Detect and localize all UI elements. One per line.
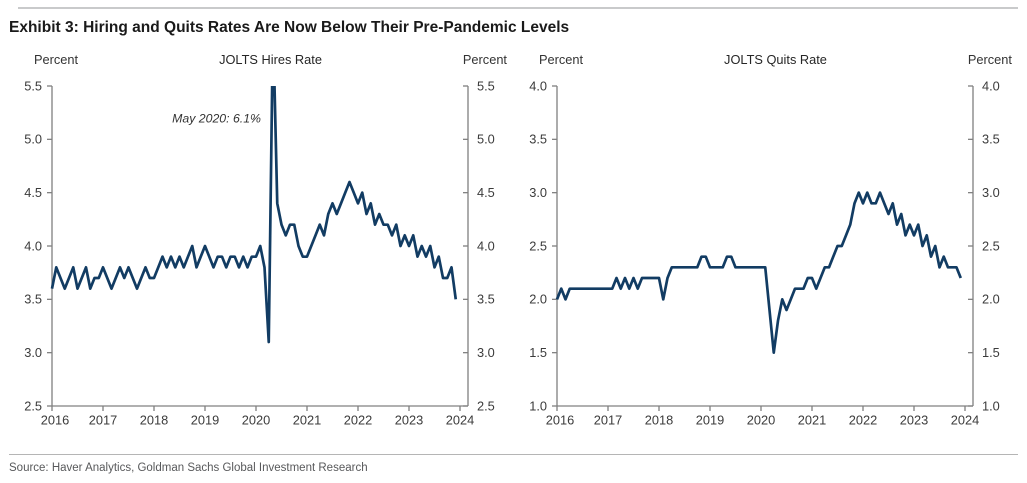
hires-chart-header: Percent JOLTS Hires Rate Percent [12, 52, 509, 74]
bottom-divider [9, 454, 1018, 455]
y-tick-label-left: 3.0 [24, 345, 42, 360]
x-tick-label: 2020 [747, 413, 775, 428]
y-tick-label-right: 1.5 [982, 345, 1000, 360]
x-tick-label: 2017 [594, 413, 622, 428]
hires-right-axis-unit-label: Percent [462, 52, 507, 67]
x-tick-label: 2016 [546, 413, 574, 428]
source-note: Source: Haver Analytics, Goldman Sachs G… [9, 462, 368, 474]
x-tick-label: 2016 [41, 413, 69, 428]
hires-rate-plot: 2.5 2.5 3.0 3.0 3.5 3.5 4.0 4.0 4.5 4.5 5.0 5.0 5.5 5… [24, 78, 495, 428]
x-tick-label: 2020 [242, 413, 270, 428]
y-tick-label-right: 3.5 [477, 292, 495, 307]
hires-chart-title: JOLTS Hires Rate [219, 52, 322, 67]
quits-right-axis-unit-label: Percent [967, 52, 1012, 67]
x-tick-label: 2023 [900, 413, 928, 428]
quits-rate-chart: Percent JOLTS Quits Rate Percent 1.0 1.0 1… [517, 52, 1014, 430]
quits-chart-header: Percent JOLTS Quits Rate Percent [517, 52, 1014, 74]
x-tick-label: 2024 [446, 413, 474, 428]
hires-rate-chart: Percent JOLTS Hires Rate Percent 2.5 2.5 3… [12, 52, 509, 430]
peak-annotation: May 2020: 6.1% [172, 111, 261, 125]
y-tick-label-right: 4.0 [477, 238, 495, 253]
y-tick-label-left: 4.5 [24, 185, 42, 200]
y-tick-label-left: 3.0 [529, 185, 547, 200]
y-tick-label-right: 5.5 [477, 78, 495, 93]
y-tick-label-left: 5.5 [24, 78, 42, 93]
data-line-hires [50, 86, 458, 344]
y-tick-label-left: 1.5 [529, 345, 547, 360]
x-tick-label: 2022 [849, 413, 877, 428]
y-tick-label-right: 5.0 [477, 132, 495, 147]
y-tick-label-right: 1.0 [982, 398, 1000, 413]
y-tick-label-right: 2.0 [982, 292, 1000, 307]
y-tick-label-left: 2.5 [529, 238, 547, 253]
y-tick-label-left: 2.5 [24, 398, 42, 413]
x-tick-label: 2021 [798, 413, 826, 428]
y-tick-label-right: 3.5 [982, 132, 1000, 147]
y-tick-label-left: 4.0 [529, 78, 547, 93]
y-tick-label-right: 3.0 [477, 345, 495, 360]
top-divider [18, 7, 1018, 9]
y-tick-label-right: 4.5 [477, 185, 495, 200]
y-tick-label-right: 2.5 [477, 398, 495, 413]
quits-left-axis-unit-label: Percent [539, 52, 584, 67]
y-tick-label-left: 1.0 [529, 398, 547, 413]
y-tick-label-left: 4.0 [24, 238, 42, 253]
y-tick-label-left: 2.0 [529, 292, 547, 307]
x-tick-label: 2018 [645, 413, 673, 428]
y-tick-label-right: 3.0 [982, 185, 1000, 200]
y-tick-label-left: 3.5 [529, 132, 547, 147]
y-tick-label-right: 4.0 [982, 78, 1000, 93]
x-tick-label: 2019 [191, 413, 219, 428]
hires-left-axis-unit-label: Percent [34, 52, 79, 67]
x-tick-label: 2022 [344, 413, 372, 428]
x-tick-label: 2018 [140, 413, 168, 428]
quits-chart-title: JOLTS Quits Rate [724, 52, 827, 67]
page-title: Exhibit 3: Hiring and Quits Rates Are No… [9, 19, 570, 36]
y-tick-label-right: 2.5 [982, 238, 1000, 253]
x-tick-label: 2024 [951, 413, 979, 428]
quits-rate-plot: 1.0 1.0 1.5 1.5 2.0 2.0 2.5 2.5 3.0 3.0 3.5 3.5 4.0 4… [529, 78, 1000, 428]
y-tick-label-left: 5.0 [24, 132, 42, 147]
x-tick-label: 2023 [395, 413, 423, 428]
x-tick-label: 2019 [696, 413, 724, 428]
y-tick-label-left: 3.5 [24, 292, 42, 307]
x-tick-label: 2017 [89, 413, 117, 428]
data-line-quits [555, 191, 963, 355]
x-tick-label: 2021 [293, 413, 321, 428]
charts-row: Percent JOLTS Hires Rate Percent 2.5 2.5 3… [12, 52, 1014, 430]
